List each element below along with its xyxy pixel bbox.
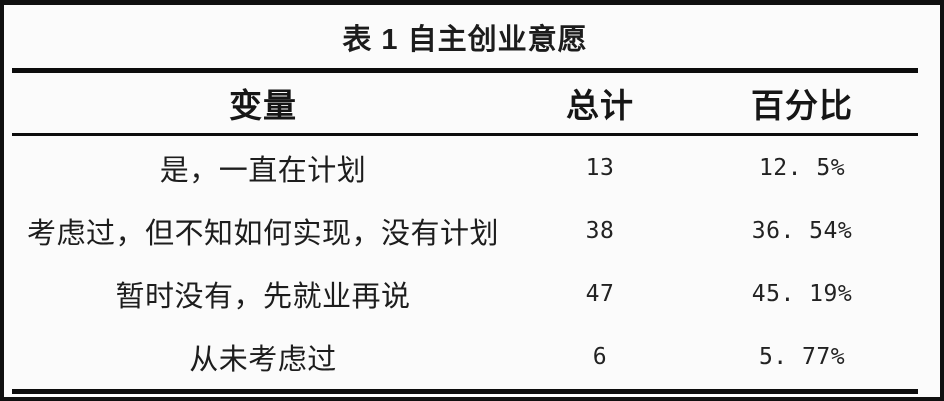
table-row: 是，一直在计划 13 12. 5% <box>12 136 918 199</box>
title-rule <box>12 68 918 73</box>
table-row: 考虑过，但不知如何实现，没有计划 38 36. 54% <box>12 199 918 262</box>
total-cell: 47 <box>585 281 615 308</box>
column-header-variable: 变量 <box>228 87 297 124</box>
variable-cell: 从未考虑过 <box>189 344 337 377</box>
total-cell: 38 <box>585 217 615 244</box>
table-row: 暂时没有，先就业再说 47 45. 19% <box>12 263 918 326</box>
column-header-percentage: 百分比 <box>751 87 853 124</box>
bottom-rule <box>12 389 918 394</box>
header-rule <box>12 133 918 136</box>
percent-cell: 45. 19% <box>751 281 853 308</box>
table-body: 是，一直在计划 13 12. 5% 考虑过，但不知如何实现，没有计划 38 36… <box>12 136 918 389</box>
percent-cell: 36. 54% <box>751 217 853 244</box>
table-title: 表 1 自主创业意愿 <box>342 23 588 56</box>
table-header-row: 变量 总计 百分比 <box>12 73 918 133</box>
total-cell: 6 <box>592 344 608 371</box>
total-cell: 13 <box>585 154 615 181</box>
percent-cell: 12. 5% <box>758 154 846 181</box>
variable-cell: 暂时没有，先就业再说 <box>115 281 411 314</box>
variable-cell: 是，一直在计划 <box>159 154 367 187</box>
table-row: 从未考虑过 6 5. 77% <box>12 326 918 389</box>
column-header-total: 总计 <box>565 87 634 124</box>
variable-cell: 考虑过，但不知如何实现，没有计划 <box>26 217 499 250</box>
percent-cell: 5. 77% <box>758 344 846 371</box>
